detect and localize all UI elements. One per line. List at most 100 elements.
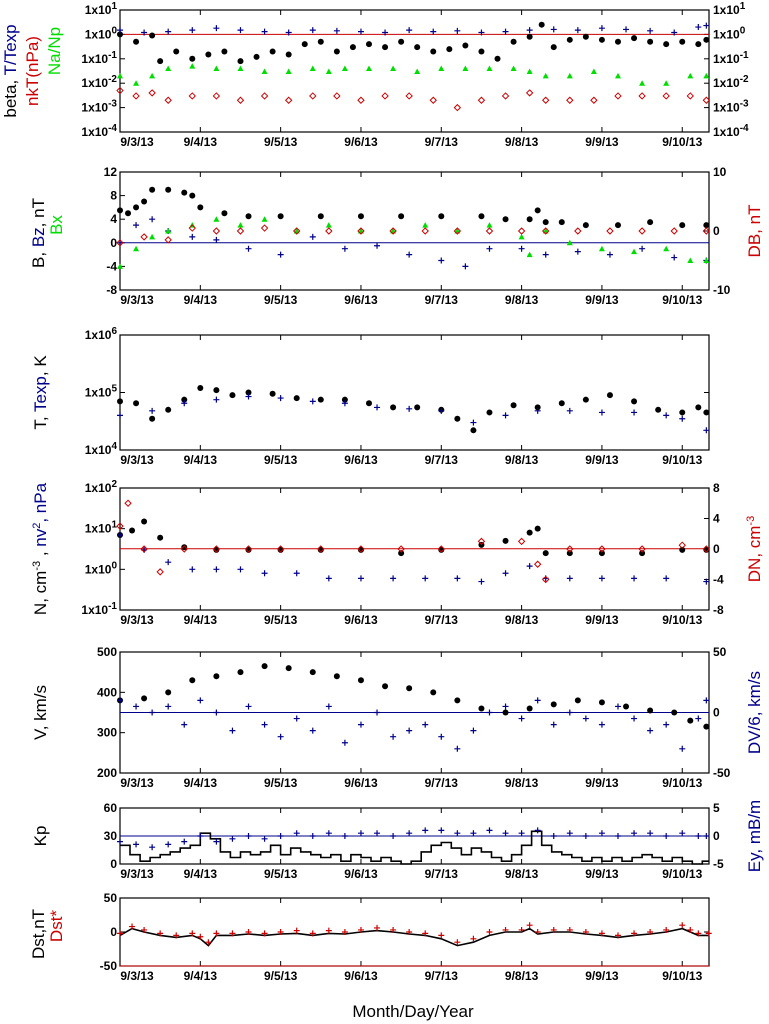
data-point	[164, 96, 172, 104]
data-point	[502, 926, 509, 933]
left-axis-label: Kp	[31, 826, 50, 847]
right-y-tick-label: 0	[713, 706, 720, 720]
data-point	[453, 227, 462, 235]
y-tick-label: -4	[106, 259, 117, 273]
right-y-tick-label: 0	[713, 542, 720, 556]
data-point	[197, 384, 204, 391]
data-point	[703, 22, 710, 29]
data-point	[518, 233, 525, 240]
data-point	[390, 65, 397, 72]
data-point	[462, 263, 469, 270]
data-point	[470, 935, 477, 942]
data-point	[477, 96, 486, 104]
data-point	[149, 72, 156, 79]
data-point	[141, 29, 148, 36]
data-point	[486, 65, 493, 72]
data-point	[638, 545, 646, 553]
right-axis-label: Ey, mB/m	[745, 800, 764, 872]
data-point	[695, 715, 702, 722]
series-nv2	[117, 531, 710, 585]
data-point	[438, 546, 445, 553]
series-bx	[117, 216, 710, 269]
data-point	[309, 92, 317, 100]
data-point	[165, 689, 172, 696]
data-point	[333, 673, 340, 680]
right-y-tick-label: 50	[713, 645, 727, 659]
data-point	[213, 387, 220, 394]
data-point	[237, 65, 244, 72]
data-point	[486, 709, 493, 716]
x-tick-label: 9/3/13	[120, 293, 154, 307]
data-point	[365, 65, 372, 72]
data-point	[117, 398, 123, 405]
x-tick-label: 9/5/13	[264, 613, 298, 627]
data-point	[165, 186, 172, 193]
data-point	[486, 245, 493, 252]
x-tick-label: 9/5/13	[264, 867, 298, 881]
data-point	[237, 222, 244, 228]
data-point	[261, 570, 268, 577]
data-point	[438, 827, 445, 834]
y-tick-label: 1x101	[85, 520, 118, 536]
data-point	[132, 92, 140, 100]
data-point	[181, 544, 188, 551]
data-point	[245, 929, 252, 935]
data-point	[205, 51, 212, 58]
data-point	[117, 697, 123, 704]
data-point	[663, 245, 670, 252]
data-point	[550, 721, 557, 728]
data-point	[438, 65, 445, 72]
panel-velocity: 200 300 400 500 -50 0 50 9/3/13 9/4/13 9/5/13 9/6/…	[31, 645, 764, 790]
data-point	[357, 830, 364, 837]
data-point	[309, 65, 316, 72]
data-point	[189, 930, 196, 937]
data-point	[197, 833, 204, 839]
plot-frame	[119, 171, 710, 291]
data-point	[663, 926, 670, 933]
data-point	[534, 929, 541, 935]
data-point	[598, 930, 605, 937]
y-tick-label: 1x100	[85, 25, 118, 41]
data-point	[181, 721, 188, 728]
right-y-tick-label: 1x101	[713, 1, 746, 17]
y-tick-label: 50	[104, 891, 118, 905]
data-point	[550, 926, 557, 933]
x-tick-label: 9/8/13	[505, 776, 539, 790]
data-point	[686, 92, 694, 100]
data-point	[574, 27, 581, 34]
data-point	[702, 96, 711, 104]
x-tick-label: 9/4/13	[184, 969, 218, 983]
plot-frame	[119, 334, 710, 451]
data-point	[631, 715, 638, 722]
x-tick-label: 9/10/13	[662, 453, 702, 467]
data-point	[454, 27, 461, 34]
y-tick-label: 1x102	[85, 479, 118, 495]
data-point	[365, 400, 372, 407]
data-point	[117, 531, 123, 538]
right-y-tick-label: -4	[713, 573, 724, 587]
data-point	[702, 227, 711, 235]
data-point	[117, 239, 123, 246]
data-point	[341, 245, 348, 252]
data-point	[165, 65, 172, 72]
data-point	[309, 398, 316, 405]
data-point	[357, 575, 364, 582]
x-tick-label: 9/8/13	[505, 135, 539, 149]
x-tick-label: 9/4/13	[184, 453, 218, 467]
data-point	[374, 924, 381, 931]
data-point	[558, 400, 565, 407]
data-point	[357, 213, 364, 220]
x-tick-label: 9/4/13	[184, 135, 218, 149]
data-point	[398, 550, 405, 557]
x-tick-label: 9/8/13	[505, 453, 539, 467]
x-tick-label: 9/6/13	[344, 969, 378, 983]
data-point	[541, 96, 550, 104]
data-point	[421, 227, 429, 235]
right-y-tick-label: 1x100	[713, 25, 746, 41]
x-tick-label: 9/8/13	[505, 613, 539, 627]
data-point	[533, 560, 542, 568]
left-axis-label: N, cm-3 , nv2, nPa	[31, 482, 50, 615]
data-point	[116, 239, 124, 247]
data-point	[237, 58, 244, 65]
